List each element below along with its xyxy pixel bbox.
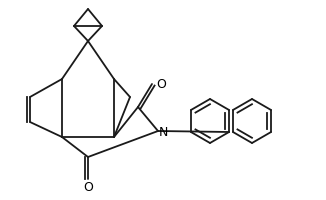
Text: N: N bbox=[159, 125, 168, 138]
Text: O: O bbox=[156, 78, 166, 91]
Text: O: O bbox=[83, 180, 93, 193]
